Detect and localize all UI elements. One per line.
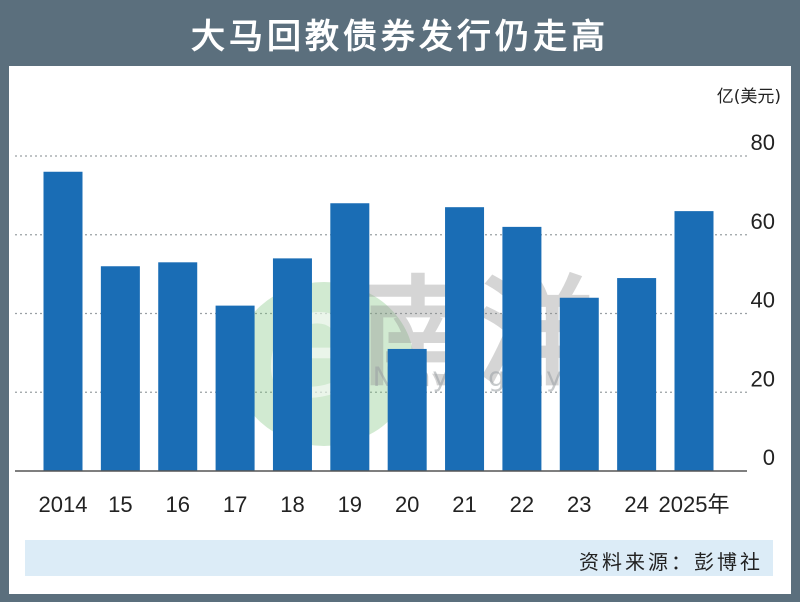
x-tick-label: 16 <box>165 492 189 517</box>
x-tick-label: 20 <box>395 492 419 517</box>
x-tick-label: 17 <box>223 492 247 517</box>
x-tick-label: 24 <box>624 492 648 517</box>
x-tick-label: 22 <box>510 492 534 517</box>
bar <box>43 171 83 471</box>
bar <box>158 262 198 471</box>
x-tick-label: 2025年 <box>659 492 730 517</box>
bar <box>674 211 714 471</box>
y-axis-unit-label: 亿(美元) <box>717 87 781 107</box>
x-tick-label: 2014 <box>39 492 88 517</box>
bar <box>445 207 485 471</box>
y-tick-label: 80 <box>751 130 775 155</box>
bar <box>215 305 255 471</box>
y-axis-ticks: 0 20 40 60 80 <box>751 130 775 470</box>
bar <box>502 226 542 471</box>
bar <box>100 266 140 471</box>
x-tick-label: 23 <box>567 492 591 517</box>
bars <box>43 171 714 471</box>
header-bar: 大马回教债券发行仍走高 <box>0 0 800 66</box>
x-tick-label: 15 <box>108 492 132 517</box>
y-tick-label: 20 <box>751 366 775 391</box>
source-bar: 资料来源：彭博社 <box>25 540 773 576</box>
x-tick-label: 18 <box>280 492 304 517</box>
chart-title: 大马回教债券发行仍走高 <box>191 16 609 57</box>
bar <box>272 258 312 471</box>
bar <box>617 278 657 471</box>
bar <box>330 203 370 471</box>
x-axis-ticks: 2014 15 16 17 18 19 20 21 22 23 24 2025年 <box>39 492 730 517</box>
x-tick-label: 19 <box>338 492 362 517</box>
y-tick-label: 0 <box>763 445 775 470</box>
source-text: 资料来源：彭博社 <box>579 550 763 574</box>
x-tick-label: 21 <box>452 492 476 517</box>
y-tick-label: 40 <box>751 288 775 313</box>
bar <box>559 297 599 471</box>
bar <box>387 348 427 471</box>
y-tick-label: 60 <box>751 209 775 234</box>
